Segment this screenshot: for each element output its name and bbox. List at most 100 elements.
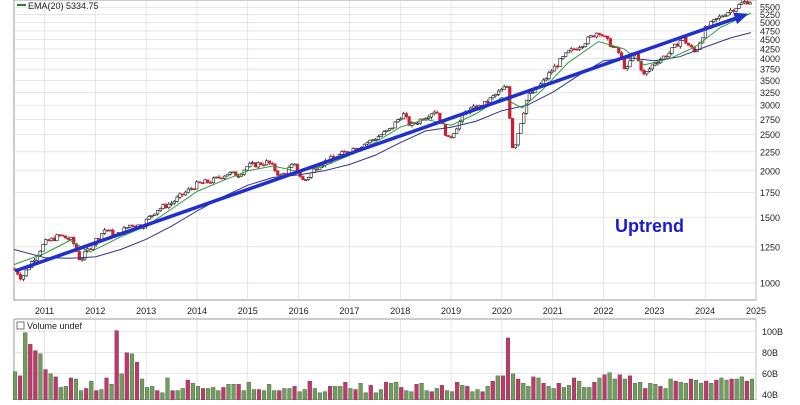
- candle-up: [670, 47, 674, 54]
- candle-down: [572, 48, 576, 51]
- candle-up: [396, 119, 400, 123]
- volume-bar: [292, 386, 297, 401]
- volume-bar: [434, 388, 439, 401]
- volume-bar: [277, 390, 282, 401]
- candle-down: [97, 238, 101, 240]
- candle-up: [717, 15, 722, 19]
- volume-bar: [201, 388, 206, 401]
- volume-bar: [511, 373, 516, 401]
- volume-bar: [297, 391, 302, 401]
- candle-up: [488, 97, 492, 103]
- volume-bar: [668, 378, 673, 401]
- candle-up: [41, 244, 45, 252]
- volume-bar: [333, 386, 338, 401]
- volume-bar: [531, 376, 536, 401]
- candle-up: [499, 89, 503, 92]
- x-tick-label: 2019: [441, 306, 461, 316]
- volume-bar: [475, 389, 480, 401]
- candle-up: [385, 129, 389, 132]
- volume-bar: [328, 386, 333, 401]
- volume-bar: [455, 381, 460, 401]
- volume-bar: [683, 383, 688, 401]
- volume-bar: [556, 383, 561, 401]
- volume-bar: [267, 384, 272, 401]
- candle-up: [645, 71, 649, 75]
- volume-bar: [617, 374, 622, 401]
- candle-down: [407, 116, 411, 126]
- volume-bar: [429, 391, 434, 401]
- candle-down: [592, 35, 596, 38]
- volume-bar: [739, 376, 744, 401]
- x-tick-label: 2011: [35, 306, 54, 316]
- volume-tick-label: 80B: [762, 348, 778, 358]
- candle-up: [373, 139, 378, 141]
- candle-up: [49, 237, 53, 242]
- x-tick-label: 2018: [390, 306, 410, 316]
- volume-bar: [709, 383, 714, 401]
- volume-bar: [470, 391, 475, 401]
- candle-up: [740, 2, 744, 5]
- candle-down: [510, 118, 515, 149]
- candle-up: [287, 167, 291, 174]
- candle-down: [217, 176, 221, 179]
- volume-bar: [343, 381, 348, 401]
- trendline-arrowhead: [733, 12, 749, 25]
- volume-bar: [145, 387, 150, 401]
- volume-bar: [206, 388, 211, 401]
- candle-up: [379, 134, 383, 137]
- volume-bar: [28, 344, 33, 401]
- candle-up: [653, 63, 657, 66]
- candle-up: [108, 229, 112, 232]
- candle-down: [485, 100, 490, 103]
- volume-bar: [378, 389, 383, 401]
- volume-bar: [307, 380, 312, 401]
- candle-up: [726, 12, 730, 17]
- candle-up: [69, 237, 73, 240]
- volume-bar: [129, 353, 134, 401]
- candle-down: [315, 168, 319, 171]
- volume-bar: [58, 387, 63, 401]
- volume-bar: [104, 377, 109, 401]
- candle-up: [80, 258, 84, 261]
- volume-bar: [744, 380, 749, 401]
- candle-up: [611, 46, 615, 48]
- candle-up: [251, 162, 255, 164]
- candle-down: [617, 47, 621, 53]
- candle-down: [253, 162, 258, 168]
- candle-up: [455, 128, 459, 134]
- candle-down: [209, 182, 213, 184]
- volume-bar: [124, 352, 129, 401]
- candle-up: [566, 50, 571, 54]
- volume-bar: [582, 387, 587, 401]
- volume-bar: [211, 387, 216, 401]
- candle-down: [404, 113, 408, 117]
- volume-bar: [241, 390, 246, 401]
- candle-up: [195, 181, 199, 190]
- volume-bar: [175, 390, 180, 401]
- candle-up: [656, 62, 660, 65]
- volume-bar: [165, 377, 170, 401]
- candle-down: [642, 70, 646, 75]
- candle-down: [639, 60, 643, 71]
- candle-up: [578, 47, 582, 50]
- candle-up: [125, 227, 129, 229]
- candle-up: [225, 173, 230, 177]
- candle-up: [452, 133, 456, 138]
- candle-up: [586, 36, 590, 45]
- candle-up: [494, 93, 498, 97]
- candle-up: [155, 210, 160, 215]
- volume-bar: [160, 392, 165, 401]
- candle-up: [214, 176, 218, 179]
- price-tick-label: 3750: [760, 65, 780, 75]
- volume-bar: [480, 391, 485, 401]
- volume-bar: [566, 385, 572, 401]
- candle-up: [365, 142, 369, 145]
- candle-up: [667, 52, 671, 58]
- candle-down: [164, 204, 168, 208]
- volume-bar: [170, 390, 175, 401]
- candle-up: [32, 259, 37, 262]
- volume-legend-swatch: [16, 321, 25, 330]
- candle-down: [689, 45, 694, 48]
- candle-down: [206, 179, 210, 183]
- candle-down: [270, 162, 274, 165]
